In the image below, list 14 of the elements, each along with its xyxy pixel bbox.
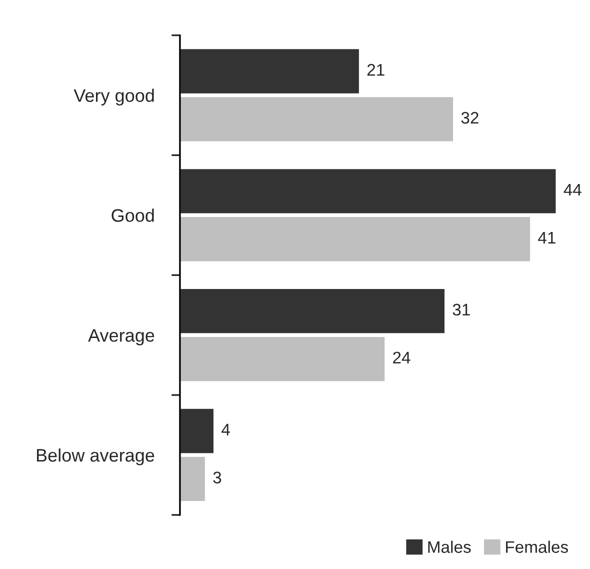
- y-tick-label: Below average: [36, 448, 154, 466]
- legend-label: Females: [506, 540, 568, 553]
- y-tick-label: Very good: [74, 88, 154, 106]
- y-tick-label: Average: [88, 329, 154, 346]
- data-label: 41: [538, 232, 556, 244]
- data-label: 24: [393, 352, 410, 364]
- legend-label: Males: [428, 540, 471, 553]
- data-label: 21: [367, 64, 384, 76]
- data-label: 32: [461, 112, 478, 124]
- data-label: 4: [222, 424, 230, 436]
- data-label: 31: [452, 304, 470, 316]
- y-tick-label: Good: [112, 208, 154, 222]
- data-label: 44: [564, 184, 582, 196]
- data-label: 3: [213, 472, 222, 484]
